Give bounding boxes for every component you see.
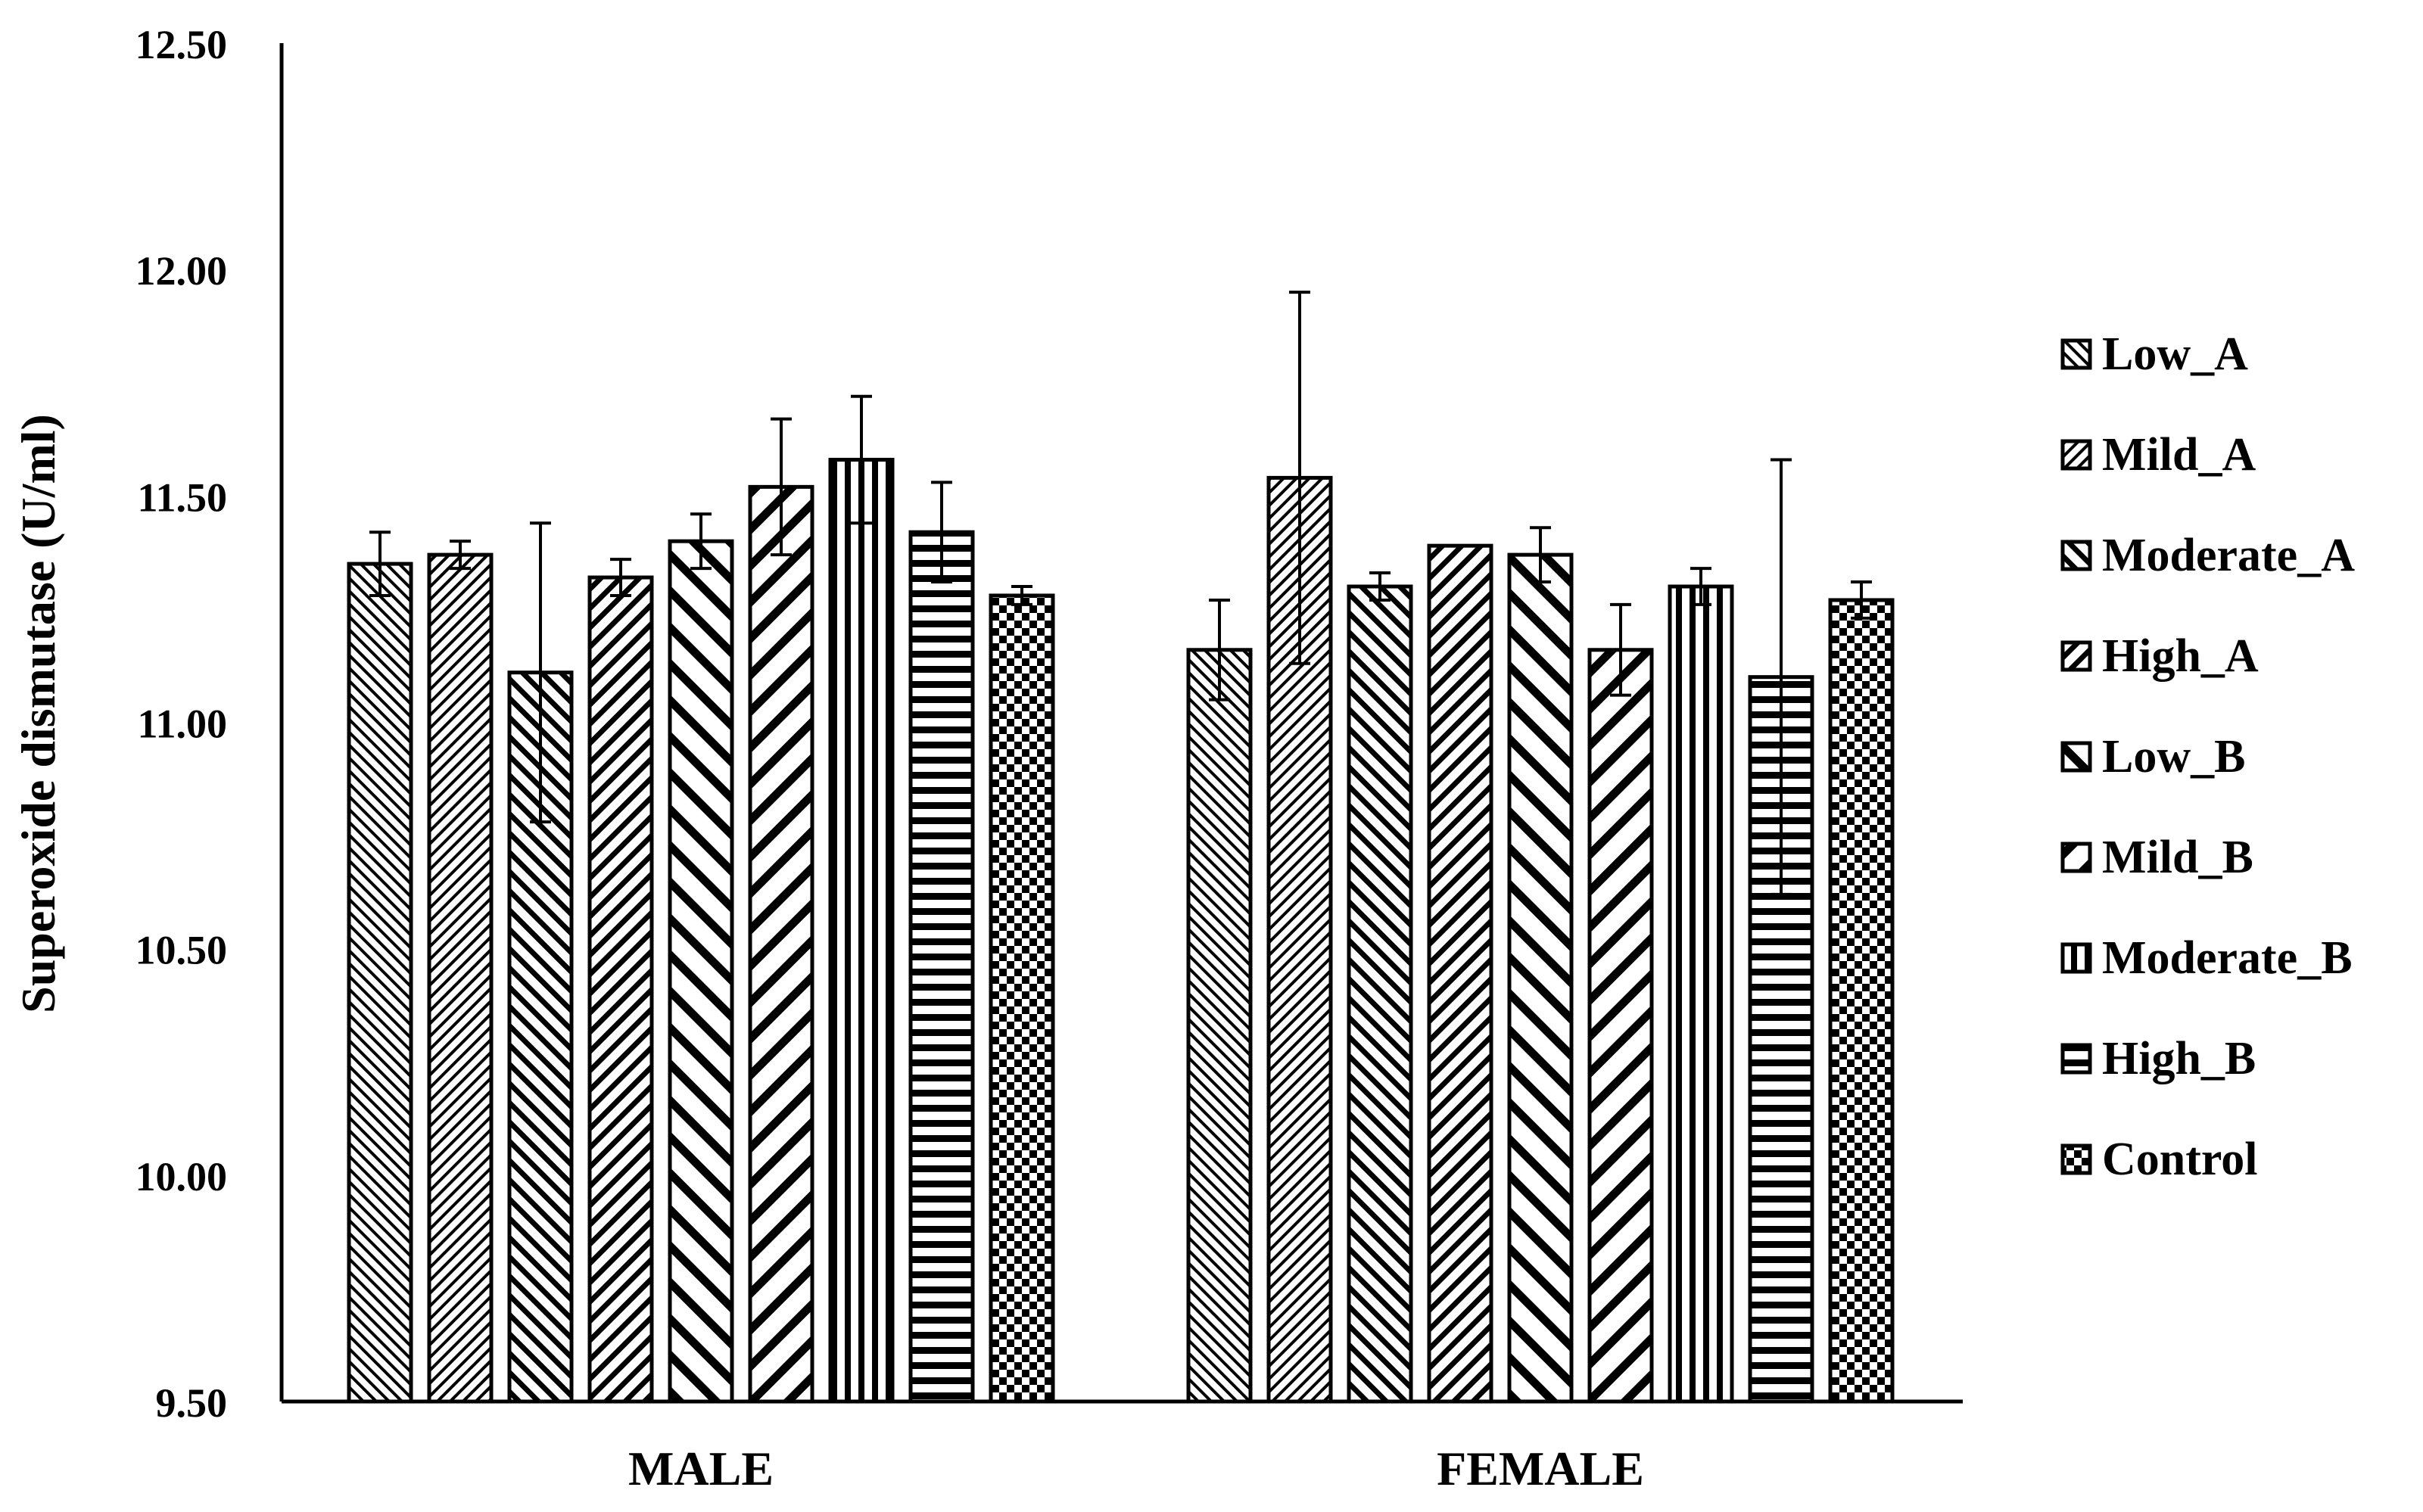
bar-mild-a-male [427, 552, 494, 1404]
x-axis-labels: MALE FEMALE [628, 1442, 1644, 1495]
legend-label: Moderate_B [2102, 932, 2353, 984]
legend-item-mild-a: Mild_A [2060, 429, 2256, 481]
legend-swatch [2060, 338, 2092, 370]
bar-moderate-a-female [1347, 584, 1413, 1404]
legend-swatch [2060, 1143, 2092, 1175]
legend-item-low-a: Low_A [2060, 328, 2248, 380]
bar-high-b-male [908, 530, 975, 1404]
error-bar-low-b-male [690, 512, 712, 571]
legend-swatch [2060, 439, 2092, 471]
bar-high-a-male [587, 575, 654, 1404]
y-tick-label: 12.00 [135, 248, 228, 294]
y-tick-label: 11.50 [137, 474, 227, 520]
error-bar-low-a-female [1209, 598, 1230, 702]
legend-item-high-b: High_B [2060, 1033, 2256, 1084]
y-tick-label: 10.50 [135, 928, 228, 973]
bar-mild-b-female [1587, 648, 1654, 1404]
bar-mild-b-male [748, 484, 814, 1404]
legend-item-moderate-b: Moderate_B [2060, 932, 2353, 984]
legend-swatch [2060, 942, 2092, 974]
error-bar-mild-a-male [450, 540, 471, 571]
error-bar-control-male [1011, 585, 1032, 606]
legend-label: High_B [2102, 1033, 2256, 1084]
legend: Low_A Mild_A Moderate_A High_A Low_B Mild_B Mo… [2060, 328, 2355, 1185]
legend-label: Control [2102, 1134, 2258, 1185]
y-axis-title: Superoxide dismutase (U/ml) [11, 414, 65, 1013]
error-bar-high-a-male [610, 558, 631, 597]
bar-low-b-male [668, 539, 734, 1404]
legend-label: High_A [2102, 630, 2259, 682]
x-category-label: MALE [628, 1442, 774, 1495]
bar-moderate-b-female [1668, 584, 1734, 1404]
legend-swatch [2060, 1043, 2092, 1075]
error-bar-high-b-female [1771, 458, 1792, 896]
legend-label: Low_B [2102, 731, 2245, 782]
legend-label: Low_A [2102, 328, 2248, 380]
legend-label: Mild_A [2102, 429, 2256, 481]
legend-label: Moderate_A [2102, 530, 2355, 581]
bar-control-female [1828, 598, 1895, 1404]
error-bar-high-b-male [931, 481, 952, 584]
legend-label: Mild_B [2102, 832, 2253, 883]
error-bar-mild-a-female [1289, 291, 1310, 665]
legend-item-mild-b: Mild_B [2060, 832, 2253, 883]
legend-item-low-b: Low_B [2060, 731, 2245, 782]
x-category-label: FEMALE [1437, 1442, 1644, 1495]
legend-swatch [2060, 842, 2092, 873]
error-bar-moderate-a-male [530, 521, 551, 824]
bar-low-b-female [1507, 552, 1574, 1404]
y-tick-label: 9.50 [156, 1380, 228, 1426]
legend-item-high-a: High_A [2060, 630, 2259, 682]
error-bar-mild-b-male [771, 417, 792, 557]
bar-control-male [989, 593, 1055, 1404]
error-bar-low-b-female [1530, 526, 1551, 584]
bar-low-a-male [347, 562, 413, 1404]
legend-item-moderate-a: Moderate_A [2060, 530, 2355, 581]
error-bar-low-a-male [369, 530, 391, 597]
bar-high-a-female [1427, 543, 1493, 1404]
legend-item-control: Control [2060, 1134, 2258, 1185]
y-axis-ticks: 9.50 10.00 10.50 11.00 11.50 12.00 12.50 [135, 22, 228, 1426]
y-tick-label: 10.00 [135, 1154, 228, 1199]
error-bar-moderate-b-female [1690, 567, 1711, 606]
legend-swatch [2060, 540, 2092, 571]
y-tick-label: 11.00 [137, 702, 227, 747]
error-bar-mild-b-female [1610, 602, 1631, 697]
bar-low-a-female [1186, 648, 1253, 1404]
bar-moderate-b-male [828, 457, 895, 1404]
error-bar-moderate-a-female [1369, 571, 1391, 602]
legend-swatch [2060, 741, 2092, 773]
y-tick-label: 12.50 [135, 22, 228, 67]
error-bars [369, 291, 1872, 896]
error-bar-control-female [1851, 580, 1872, 620]
legend-swatch [2060, 640, 2092, 672]
bar-groups [347, 457, 1895, 1404]
error-bar-moderate-b-male [851, 394, 872, 525]
